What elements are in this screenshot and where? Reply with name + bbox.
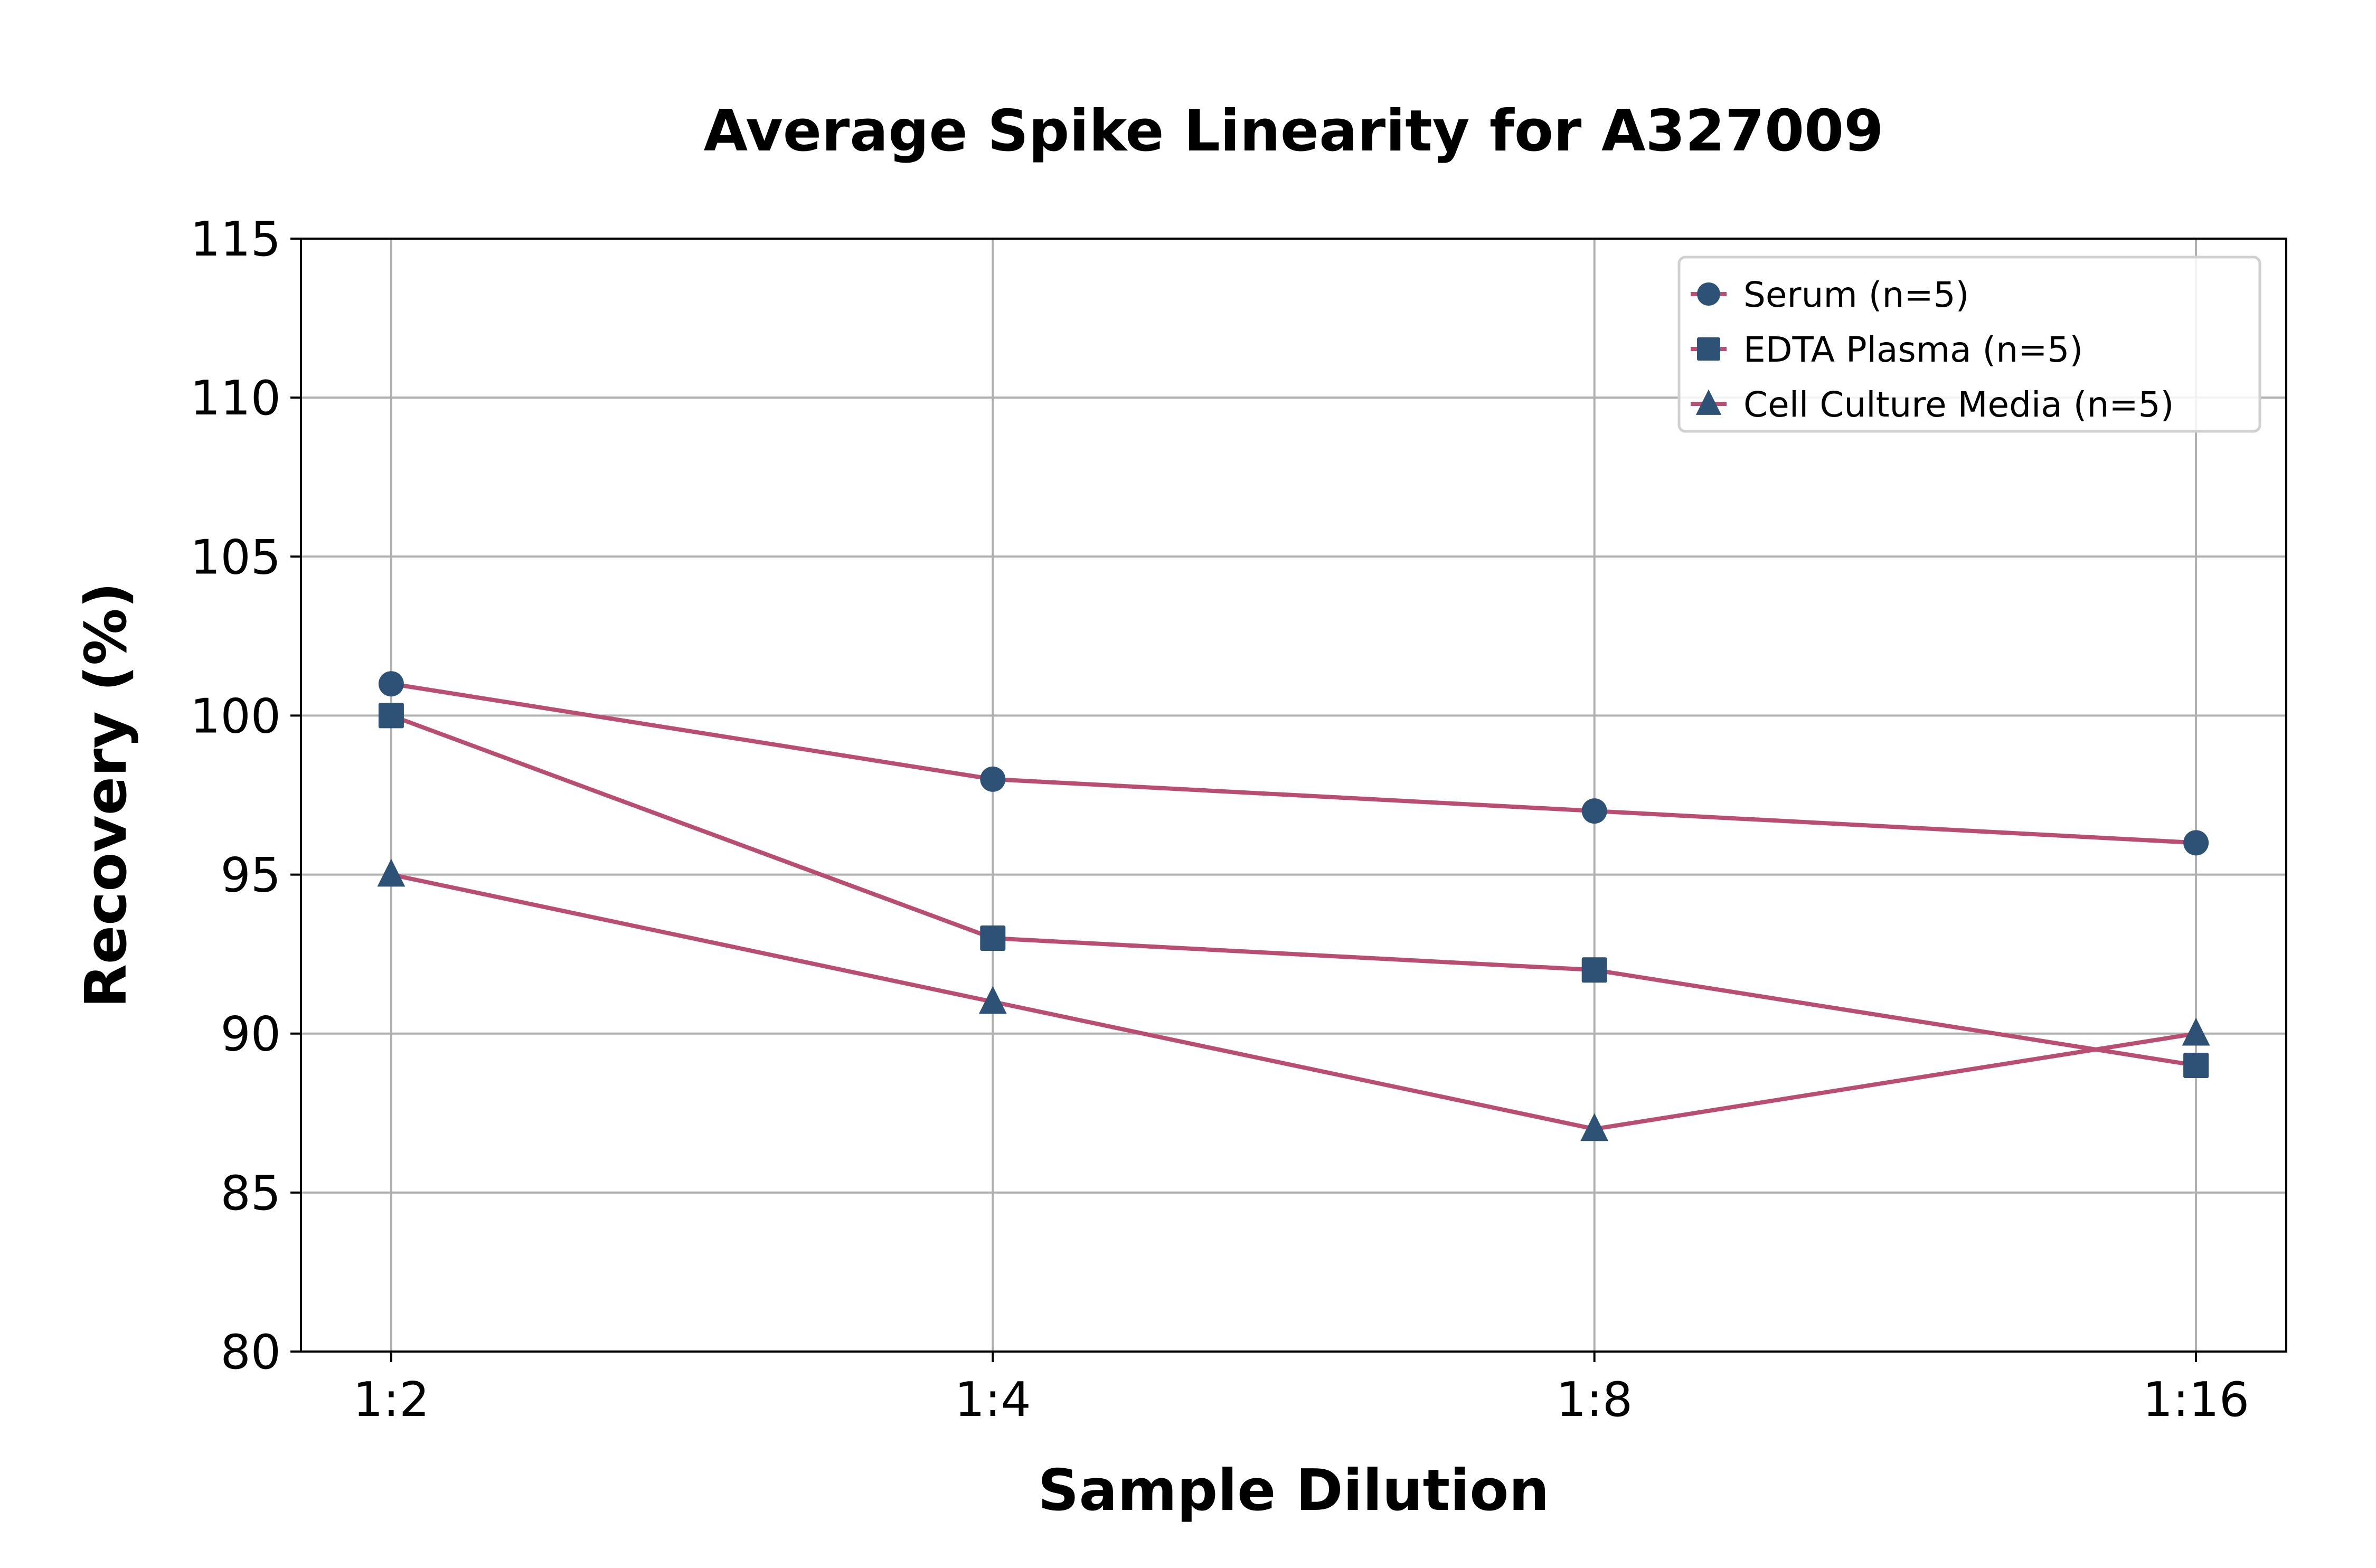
data-point [1581, 798, 1607, 824]
x-axis-label: Sample Dilution [1038, 1458, 1550, 1524]
series-layer [377, 671, 2210, 1141]
series-circle [378, 671, 2209, 856]
data-point [378, 703, 404, 729]
legend-box [1677, 256, 2261, 433]
y-tick-label: 80 [220, 1325, 281, 1380]
legend-label: EDTA Plasma (n=5) [1743, 329, 2083, 370]
y-tick-label: 100 [190, 688, 281, 744]
chart-title: Average Spike Linearity for A327009 [704, 98, 1884, 164]
x-tick-label: 1:2 [353, 1372, 429, 1428]
y-tick-label: 95 [220, 848, 281, 903]
legend-marker-circle-icon [1697, 282, 1720, 306]
legend-item: Cell Culture Media (n=5) [1691, 384, 2174, 425]
x-tick-label: 1:8 [1556, 1372, 1633, 1428]
data-point [980, 925, 1006, 951]
y-tick-label: 110 [190, 371, 281, 426]
y-tick-label: 85 [220, 1166, 281, 1221]
plot-frame [300, 238, 2287, 1353]
legend-item: EDTA Plasma (n=5) [1691, 329, 2083, 370]
legend-label: Serum (n=5) [1743, 275, 1969, 315]
data-point [2182, 1017, 2210, 1046]
data-point [1580, 1113, 1609, 1141]
legend: Serum (n=5) EDTA Plasma (n=5) Cell Culture… [1677, 256, 2261, 433]
data-point [2183, 1052, 2209, 1078]
data-point [2183, 830, 2209, 856]
data-point [980, 766, 1006, 792]
data-point [377, 858, 406, 887]
data-point [378, 671, 404, 697]
y-tick-label: 105 [190, 530, 281, 585]
series-triangle [377, 858, 2210, 1141]
series-square [378, 703, 2209, 1078]
x-tick-label: 1:4 [955, 1372, 1031, 1428]
series-line [391, 682, 2196, 845]
series-line [391, 872, 2196, 1131]
x-tick-label: 1:16 [2143, 1372, 2249, 1428]
y-axis-label: Recovery (%) [73, 582, 139, 1008]
y-tick-label: 115 [190, 212, 281, 267]
series-line [390, 713, 2196, 1068]
legend-item: Serum (n=5) [1691, 275, 1969, 315]
legend-marker-triangle-icon [1695, 389, 1722, 415]
legend-label: Cell Culture Media (n=5) [1743, 384, 2174, 425]
y-tick-label: 90 [220, 1007, 281, 1062]
legend-marker-square-icon [1697, 337, 1720, 361]
data-point [1581, 957, 1607, 983]
data-point [978, 986, 1007, 1014]
ticks: 80 85 90 95 100 105 110 115 1:2 1:4 1:8 1:16 [190, 212, 2249, 1428]
